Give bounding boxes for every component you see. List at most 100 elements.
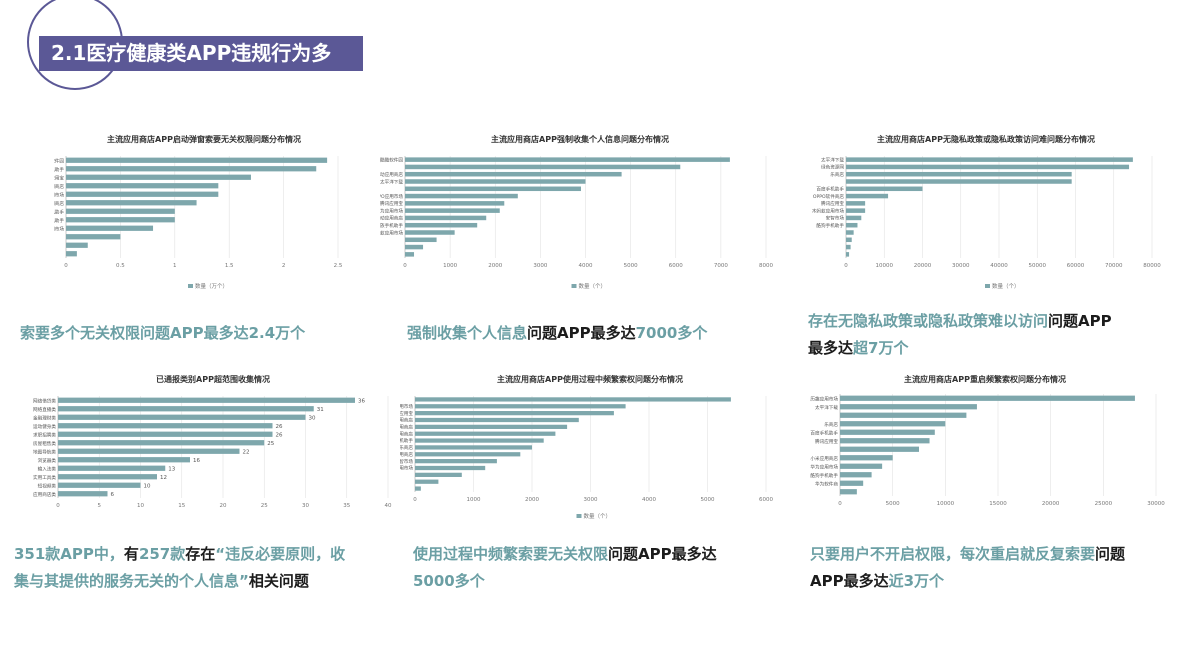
bar [846, 215, 862, 221]
caption-text: 强制收集个人信息 [407, 324, 528, 342]
x-tick-label: 30000 [952, 263, 970, 269]
x-tick-label: 6000 [669, 263, 683, 269]
bar [405, 230, 455, 235]
x-tick-label: 1.5 [225, 263, 234, 269]
x-tick-label: 7000 [714, 263, 728, 269]
category-label: 360手机助手 [54, 166, 64, 173]
category-label: 酷狗手机助手 [810, 472, 838, 479]
caption-text: 存在无隐私政策或隐私政策难以访问 [808, 312, 1049, 330]
bar [66, 183, 219, 189]
x-tick-label: 0.5 [116, 263, 125, 269]
x-tick-label: 10000 [876, 263, 894, 269]
bar [846, 164, 1130, 170]
category-label: 华为软件商 [815, 480, 838, 487]
caption-text: 问题APP最多达 [608, 545, 717, 563]
category-label: VIVO应用商店 [400, 430, 413, 437]
category-label: 运动健身类 [33, 423, 56, 430]
bar [415, 459, 497, 464]
category-label: 木蚂蚁应用市场 [54, 225, 64, 232]
chart-panel-4: 已通报类别APP超范围收集情况 0 5 10 15 20 25 30 35 40 36 网络借贷类 31… [28, 368, 398, 518]
category-label: 安智市场 [826, 215, 845, 222]
bar [415, 397, 731, 402]
category-label: 华为应用市场 [810, 463, 838, 470]
x-tick-label: 0 [56, 503, 60, 509]
legend-label: 数量（个） [992, 282, 1020, 290]
bar [405, 244, 424, 250]
bar [66, 242, 88, 248]
chart-6-caption: 只要用户不开启权限，每次重启就反复索要问题 APP最多达近3万个 [810, 541, 1185, 595]
bar [405, 157, 730, 162]
x-tick-label: 5000 [701, 497, 715, 503]
bar [846, 157, 1133, 162]
category-label: 百度手机助手 [400, 437, 413, 444]
bar [66, 166, 317, 172]
bar [58, 474, 157, 480]
bar [58, 414, 306, 420]
category-label: 太平洋下载 [815, 404, 838, 411]
data-label: 30 [309, 415, 316, 421]
bar [405, 252, 415, 257]
caption-text: 257款 [138, 545, 186, 563]
x-tick-label: 0 [64, 263, 68, 269]
legend-label: 数量（个） [584, 512, 612, 520]
category-label: 魅族手机助手 [54, 217, 64, 224]
data-label: 31 [317, 407, 324, 413]
category-label: 乐商店 [400, 444, 413, 451]
chart-svg: 已通报类别APP超范围收集情况 0 5 10 15 20 25 30 35 40 36 网络借贷类 31… [33, 374, 392, 509]
legend-label: 数量（万个） [195, 282, 228, 290]
bar [846, 179, 1072, 184]
legend-swatch [571, 284, 577, 288]
x-tick-label: 2000 [488, 263, 502, 269]
bar [405, 237, 437, 243]
bar [840, 455, 893, 461]
x-tick-label: 20000 [914, 263, 932, 269]
x-tick-label: 25000 [1095, 501, 1113, 507]
data-label: 12 [160, 475, 167, 481]
category-label: 木蚂蚁应用市场 [400, 465, 413, 472]
bar [415, 486, 421, 491]
bar [66, 217, 175, 223]
data-label: 25 [267, 441, 274, 447]
data-label: 26 [276, 432, 283, 438]
caption-text: 最多达 [808, 339, 854, 357]
x-tick-label: 40 [385, 503, 392, 509]
category-label: 腾讯应用宝 [815, 438, 838, 445]
x-tick-label: 30000 [1147, 501, 1165, 507]
bar [405, 208, 500, 213]
bar [66, 157, 328, 163]
category-label: 华为应用市场 [54, 191, 64, 198]
bar [58, 491, 108, 497]
bar [415, 424, 568, 429]
bar [58, 457, 190, 463]
bar [415, 404, 626, 409]
caption-text: 有 [123, 545, 139, 563]
bar [415, 445, 532, 450]
bar [840, 412, 967, 418]
bar [415, 411, 614, 416]
category-label: VIVO应用市场 [380, 193, 403, 200]
caption-text: 5000多个 [413, 572, 485, 590]
caption-text: 近3万个 [888, 572, 945, 590]
x-tick-label: 8000 [759, 263, 773, 269]
data-label: 13 [168, 466, 175, 472]
caption-text: 只要用户不开启权限，每次重启就反复索要 [810, 545, 1096, 563]
x-tick-label: 5 [98, 503, 102, 509]
x-tick-label: 1000 [467, 497, 481, 503]
bar [58, 406, 314, 412]
x-tick-label: 20 [220, 503, 227, 509]
bar [840, 429, 935, 435]
category-label: 腾讯应用宝 [400, 410, 413, 417]
category-label: 酷狗手机助手 [816, 222, 844, 229]
category-label: 历趣应用市场 [400, 403, 413, 410]
bar [58, 397, 355, 403]
bar [840, 463, 883, 469]
x-tick-label: 5000 [886, 501, 900, 507]
category-label: 腾讯应用宝 [821, 200, 844, 207]
bar [840, 421, 946, 427]
caption-text: 7000多个 [635, 324, 708, 342]
bar [415, 472, 462, 477]
chart-svg: 主流应用商店APP重启频繁索权问题分布情况 0 5000 10000 15000 2000… [810, 374, 1165, 507]
category-label: 乐商店 [824, 421, 838, 428]
category-label: 太平洋下载 [380, 178, 403, 185]
category-label: 豌豆荚手机助手 [54, 208, 64, 215]
